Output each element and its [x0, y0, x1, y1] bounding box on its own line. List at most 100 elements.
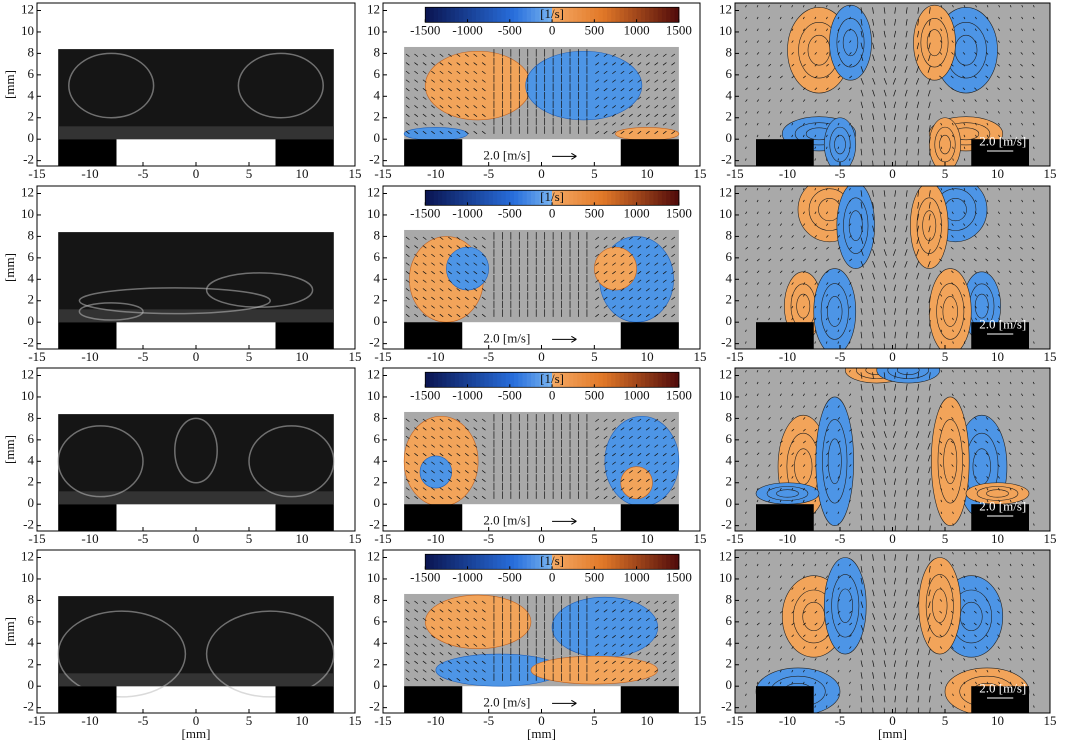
colorbar-tick-label: -1500 [410, 387, 440, 402]
x-tick-label: 10 [991, 531, 1004, 546]
colorbar-segment [582, 190, 587, 205]
colorbar-segment [522, 372, 527, 387]
y-tick-label: -2 [23, 699, 34, 714]
colorbar-segment [586, 554, 591, 569]
colorbar-tick-label: 1000 [624, 22, 650, 37]
colorbar-segment [577, 554, 582, 569]
colorbar-tick-label: -1000 [452, 22, 482, 37]
colorbar-segment [522, 554, 527, 569]
panel: 2.0 [m/s]-15-10-5051015-2024681012[mm] [719, 548, 1057, 740]
colorbar-segment [654, 554, 659, 569]
x-tick-label: 15 [694, 349, 707, 364]
wall [621, 686, 679, 714]
scale-label: 2.0 [m/s] [483, 694, 530, 709]
y-tick-label: 2 [28, 474, 35, 489]
x-tick-label: 0 [193, 531, 200, 546]
colorbar-segment [628, 554, 633, 569]
colorbar-segment [429, 7, 434, 22]
colorbar-segment [459, 554, 464, 569]
colorbar-segment [607, 190, 612, 205]
y-tick-label: 0 [28, 313, 35, 328]
x-tick-label: 0 [538, 349, 545, 364]
colorbar-segment [611, 372, 616, 387]
y-tick-label: 4 [28, 270, 35, 285]
colorbar-tick-label: -1500 [410, 22, 440, 37]
x-tick-label: 10 [991, 166, 1004, 181]
x-tick-label: 5 [591, 349, 598, 364]
x-tick-label: -15 [374, 166, 391, 181]
colorbar-segment [425, 554, 430, 569]
colorbar-segment [531, 554, 536, 569]
x-tick-label: -10 [81, 166, 98, 181]
colorbar-segment [662, 190, 667, 205]
colorbar-segment [446, 190, 451, 205]
x-tick-label: -15 [28, 166, 45, 181]
vorticity-blob [404, 127, 467, 140]
x-tick-label: -5 [835, 531, 846, 546]
panel: 2.0 [m/s]-15-10-5051015-2024681012 [719, 177, 1057, 364]
wall [58, 139, 116, 167]
colorbar-segment [472, 372, 477, 387]
colorbar-segment [489, 190, 494, 205]
x-tick-label: -5 [483, 713, 494, 728]
plot-area [58, 232, 334, 350]
colorbar-segment [476, 372, 481, 387]
y-tick-label: 8 [726, 227, 733, 242]
y-tick-label: 0 [374, 313, 381, 328]
panel: [1/s]-1500-1000-5000500100015002.0 [m/s]… [367, 184, 707, 363]
colorbar-segment [599, 554, 604, 569]
colorbar-tick-label: -500 [498, 387, 522, 402]
colorbar-tick-label: -1500 [410, 205, 440, 220]
y-tick-label: 12 [719, 548, 732, 563]
colorbar-segment [666, 190, 671, 205]
panel: 2.0 [m/s]-15-10-5051015-2024681012 [719, 1, 1057, 180]
vorticity-blob [615, 127, 678, 140]
colorbar-segment [615, 554, 620, 569]
y-tick-label: 6 [726, 249, 733, 264]
wall [276, 139, 334, 167]
y-tick-label: 8 [726, 591, 733, 606]
x-tick-label: 15 [349, 531, 362, 546]
colorbar-segment [501, 7, 506, 22]
contour-blob [914, 5, 956, 80]
x-tick-label: 0 [193, 349, 200, 364]
x-tick-label: -10 [427, 166, 444, 181]
colorbar-segment [489, 554, 494, 569]
x-tick-label: 5 [246, 349, 253, 364]
x-tick-label: -5 [483, 531, 494, 546]
colorbar-segment [438, 372, 443, 387]
colorbar-segment [514, 7, 519, 22]
y-tick-label: 12 [367, 366, 380, 381]
scale-label: 2.0 [m/s] [979, 316, 1026, 331]
colorbar-segment [434, 190, 439, 205]
colorbar-segment [446, 372, 451, 387]
x-tick-label: -5 [138, 713, 149, 728]
x-tick-label: 5 [942, 166, 949, 181]
x-tick-label: 10 [641, 713, 654, 728]
colorbar-segment [442, 190, 447, 205]
glow [58, 491, 334, 504]
colorbar-segment [468, 190, 473, 205]
x-tick-label: 10 [641, 349, 654, 364]
colorbar-segment [451, 7, 456, 22]
colorbar-segment [510, 554, 515, 569]
colorbar-segment [455, 7, 460, 22]
colorbar-tick-label: 0 [549, 569, 556, 584]
x-tick-label: -15 [374, 713, 391, 728]
colorbar-segment [637, 372, 642, 387]
x-tick-label: 0 [889, 349, 896, 364]
colorbar-segment [582, 372, 587, 387]
colorbar-segment [637, 190, 642, 205]
colorbar-segment [594, 554, 599, 569]
y-tick-label: 12 [367, 548, 380, 563]
x-tick-label: -15 [28, 531, 45, 546]
colorbar-segment [670, 7, 675, 22]
colorbar-tick-label: 500 [585, 205, 605, 220]
colorbar-segment [654, 372, 659, 387]
x-tick-label: -10 [427, 531, 444, 546]
y-tick-label: 6 [374, 249, 381, 264]
x-tick-label: 0 [538, 166, 545, 181]
x-tick-label: -10 [81, 349, 98, 364]
plot-area [404, 47, 679, 167]
colorbar-segment [573, 554, 578, 569]
